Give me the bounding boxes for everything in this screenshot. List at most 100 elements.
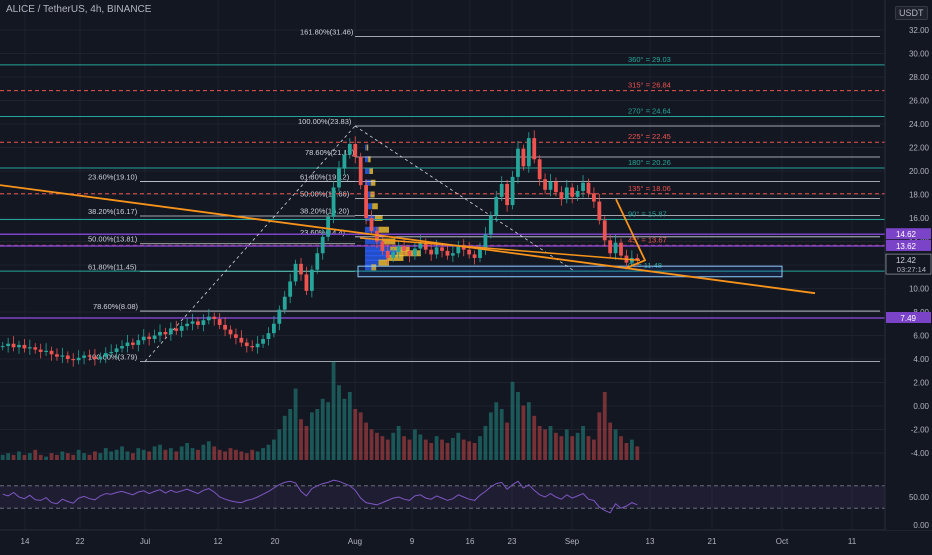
- time-axis-label: Aug: [348, 537, 362, 546]
- time-axis-label: 13: [646, 537, 655, 546]
- volume-bar: [331, 361, 336, 460]
- candle-body: [423, 242, 428, 250]
- rsi-band: [0, 485, 885, 509]
- volume-bar: [27, 453, 32, 460]
- candle-body: [217, 319, 222, 325]
- volume-bar: [282, 415, 287, 460]
- currency-badge[interactable]: USDT: [895, 6, 928, 20]
- gann-level-label: 270° = 24.64: [628, 106, 671, 115]
- candle-body: [440, 247, 444, 251]
- trendline: [359, 237, 641, 262]
- volume-bar: [304, 426, 309, 460]
- volume-bar: [0, 454, 5, 460]
- volume-bar: [33, 449, 38, 460]
- fib-trend-line: [144, 125, 356, 362]
- candle-body: [33, 347, 38, 350]
- volume-bar: [87, 454, 92, 460]
- volume-bar: [71, 454, 76, 460]
- volume-bar: [190, 448, 195, 460]
- gann-level-label: 360° = 29.03: [628, 55, 671, 64]
- symbol-title[interactable]: ALICE / TetherUS, 4h, BINANCE: [6, 4, 152, 15]
- volume-profile-bar: [366, 144, 369, 151]
- volume-bar: [564, 429, 569, 460]
- gann-levels: 360° = 29.03 315° = 26.84 270° = 24.64 225°…: [0, 55, 885, 272]
- candle-body: [483, 234, 488, 249]
- volume-bar: [629, 439, 634, 460]
- candle-body: [163, 331, 168, 335]
- volume-bar: [103, 448, 108, 460]
- volume-bar: [255, 451, 260, 460]
- volume-profile-bar: [378, 226, 389, 233]
- volume-bar: [537, 426, 542, 460]
- volume-bar: [114, 449, 119, 460]
- volume-bar: [602, 392, 607, 460]
- candle-body: [559, 192, 564, 200]
- time-axis-label: Sep: [565, 537, 580, 546]
- time-axis-label: 20: [271, 537, 280, 546]
- volume-bar: [450, 437, 455, 460]
- price-tick-label: 18.00: [909, 191, 930, 200]
- volume-bar: [206, 441, 211, 460]
- candle-body: [109, 351, 114, 354]
- candle-body: [11, 343, 16, 348]
- volume-bar: [358, 412, 363, 460]
- candle-body: [158, 331, 162, 336]
- candle-body: [212, 316, 217, 320]
- volume-bar: [228, 448, 233, 460]
- volume-profile-bar: [365, 179, 371, 186]
- volume-bar: [445, 443, 450, 460]
- volume-bar: [93, 451, 97, 460]
- volume-bar: [212, 446, 217, 460]
- volume-bar: [136, 448, 141, 460]
- time-axis-label: 11: [848, 537, 857, 546]
- volume-profile-bar: [368, 156, 371, 163]
- volume-profile-bar: [378, 259, 389, 266]
- time-axis-label: 12: [214, 537, 223, 546]
- price-axis: 32.00 30.00 28.00 26.00 24.00 22.00 20.00 18.00…: [884, 0, 932, 530]
- volume-bar: [375, 432, 379, 460]
- candle-body: [554, 181, 558, 193]
- volume-profile-bar: [374, 215, 383, 221]
- candle-body: [98, 356, 103, 359]
- gann-level-label: 0° = 11.48: [628, 261, 662, 270]
- volume-profile-bar: [365, 254, 387, 261]
- fib-retracement: 161.80%(31.46) 100.00%(23.83) 78.60%(21.19…: [88, 27, 880, 362]
- volume-profile-bar: [370, 191, 375, 198]
- fib-level-label: 23.60%(19.10): [88, 173, 138, 182]
- volume-bar: [141, 449, 146, 460]
- volume-profile-bar: [371, 264, 377, 271]
- volume-profile-bar: [365, 144, 367, 151]
- volume-profile-bar: [369, 168, 373, 174]
- descending-trendline: [0, 184, 816, 295]
- volume-bar: [163, 449, 168, 460]
- volume-bar: [49, 453, 54, 460]
- volume-bar: [109, 451, 114, 460]
- price-tick-label: 20.00: [909, 167, 930, 176]
- trend-lines: [0, 184, 816, 295]
- volume-bar: [548, 426, 553, 460]
- candle-body: [635, 257, 640, 261]
- candle-body: [434, 247, 439, 255]
- volume-bar: [516, 392, 520, 460]
- volume-bar: [478, 436, 482, 460]
- candle-body: [239, 337, 244, 343]
- candle-body: [76, 357, 81, 361]
- volume-bar: [337, 385, 341, 460]
- volume-bar: [608, 422, 613, 460]
- volume-profile-bar: [365, 250, 397, 257]
- volume-bar: [288, 409, 293, 460]
- fib-level-label: 61.80%(19.12): [300, 172, 350, 181]
- candle-body: [347, 143, 352, 155]
- candle-body: [358, 156, 363, 186]
- candle-body: [266, 333, 271, 340]
- candle-body: [272, 323, 276, 334]
- candle-body: [418, 242, 423, 249]
- volume-bar: [174, 451, 179, 460]
- volume-bar: [11, 454, 16, 460]
- volume-bar: [488, 412, 493, 460]
- time-axis-label: 14: [21, 537, 30, 546]
- candle-body: [141, 336, 146, 341]
- volume-bar: [342, 398, 347, 460]
